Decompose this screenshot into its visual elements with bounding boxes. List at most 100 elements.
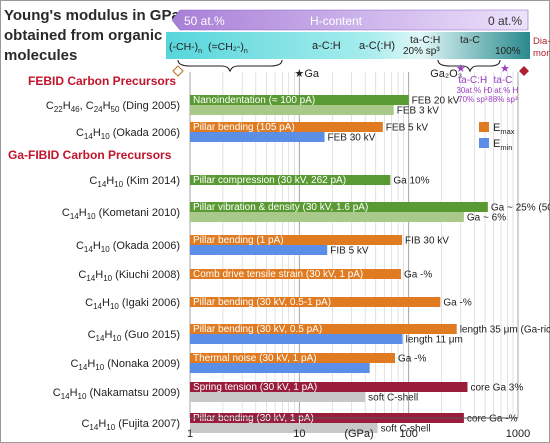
bar-label: Nanoindentation (≈ 100 pA) <box>193 95 315 106</box>
bar-max <box>190 297 441 307</box>
bar-max <box>190 269 401 279</box>
bar-annotation: FEB 20 kV <box>412 96 460 107</box>
bar-annotation: length 35 μm (Ga-rich) <box>460 325 550 336</box>
legend-emax-swatch <box>479 122 489 132</box>
legend-emin-swatch <box>479 138 489 148</box>
bar-label: Comb drive tensile strain (30 kV, 1 pA) <box>193 269 363 280</box>
bar-fill <box>190 202 488 212</box>
tac-star-icon: ★ <box>500 63 510 75</box>
section-header-febid: FEBID Carbon Precursors <box>28 74 176 88</box>
bar-annotation: FIB 5 kV <box>330 246 369 257</box>
row-label: C14H10 (Okada 2006) <box>76 127 180 141</box>
bar-annotation: FEB 3 kV <box>397 106 440 117</box>
bar-label: Pillar compression (30 kV, 262 pA) <box>193 175 346 186</box>
ga-star-icon: ★ <box>294 68 304 80</box>
phase-ach-label: a-C:H <box>312 40 341 52</box>
phase-ac-h-label: a-C(:H) <box>359 40 395 52</box>
h-content-left-label: 50 at.% <box>184 14 225 28</box>
legend-emax-label: Emax <box>493 122 515 136</box>
bar-label: Pillar bending (1 pA) <box>193 235 284 246</box>
bar-annotation: Ga -% <box>398 354 426 365</box>
tac-note-2: 88% sp³ <box>488 95 518 104</box>
bar-annotation: Ga 10% <box>393 176 429 187</box>
h-content-arrow <box>171 9 529 31</box>
bar-annotation: core Ga -% <box>467 414 518 425</box>
row-label: C14H10 (Kim 2014) <box>89 175 180 189</box>
phase-bar <box>166 32 530 59</box>
bar-label: Pillar bending (30 kV, 0.5-1 pA) <box>193 297 331 308</box>
tac-marker-label: ta-C <box>494 75 513 86</box>
phase-ch-label: (-CH-)n <box>169 41 202 55</box>
bar-annotation: FEB 30 kV <box>328 133 376 144</box>
row-label: C14H10 (Nakamatsu 2009) <box>53 387 180 401</box>
bar-annotation: Ga -% <box>443 298 471 309</box>
row-label: C14H10 (Guo 2015) <box>88 329 180 343</box>
bar-annotation: core Ga 3% <box>470 383 523 394</box>
legend-emin-label: Emin <box>493 138 512 152</box>
bar-annotation: soft C-shell <box>368 393 418 404</box>
bar-label: Spring tension (30 kV, 1 pA) <box>193 382 317 393</box>
brace-polymer <box>177 59 283 73</box>
bar-fill <box>190 105 394 115</box>
bar-label: Pillar bending (30 kV, 0.5 pA) <box>193 324 322 335</box>
polymer-marker-icon <box>172 65 184 77</box>
x-tick-label: 1000 <box>506 428 530 440</box>
bar-fill <box>190 95 409 105</box>
bar-annotation: FEB 5 kV <box>386 123 429 134</box>
tach-star-icon: ★ <box>456 63 466 75</box>
row-label: C14H10 (Fujita 2007) <box>81 418 180 432</box>
tach-marker-label: ta-C:H <box>458 75 487 86</box>
phase-sp3-label: 20% sp³ <box>403 46 440 57</box>
diamond-label-1: Dia- <box>533 36 550 47</box>
bar-annotation: Ga ~ 25% (50 V Bias) <box>491 203 550 214</box>
bar-annotation: Ga ~ 6% <box>467 213 506 224</box>
row-label: C14H10 (Igaki 2006) <box>85 297 180 311</box>
bar-label: Pillar vibration & density (30 kV, 1.6 p… <box>193 202 368 213</box>
tach-note-2: 70% sp³ <box>458 95 488 104</box>
x-tick-label: 10 <box>293 428 305 440</box>
ga-marker-label: Ga <box>304 68 320 80</box>
section-header-fibid: Ga-FIBID Carbon Precursors <box>8 148 172 162</box>
bar-fill <box>190 392 366 402</box>
diamond-marker-icon <box>519 66 529 76</box>
bar-fill <box>190 423 378 433</box>
row-label: C14H10 (Kometani 2010) <box>62 207 180 221</box>
bar-label: Pillar bending (105 pA) <box>193 122 295 133</box>
bar-max <box>190 353 396 363</box>
bar-min <box>190 363 370 373</box>
x-axis: 1 10 (GPa) 100 1000 <box>187 417 530 440</box>
bar-fill <box>190 212 464 222</box>
bar-annotation: FIB 30 kV <box>405 236 449 247</box>
bar-fill <box>190 382 468 392</box>
row-label: C14H10 (Nonaka 2009) <box>70 358 180 372</box>
tac-note-1: 0 at.% H <box>488 86 519 95</box>
row-label: C14H10 (Okada 2006) <box>76 240 180 254</box>
h-content-title: H-content <box>310 14 363 28</box>
bar-min <box>190 132 325 142</box>
bar-max <box>190 324 457 334</box>
row-label: C14H10 (Kiuchi 2008) <box>78 269 180 283</box>
phase-tach-label: ta-C:H <box>410 34 440 46</box>
diamond-label-2: mond <box>533 48 550 59</box>
tach-note-1: 30at.% H <box>456 86 489 95</box>
title-line-3: molecules <box>4 47 77 64</box>
ga2o3-marker-label: Ga₂O₃ <box>430 68 462 80</box>
bar-annotation: soft C-shell <box>381 424 431 435</box>
brace-tac <box>437 59 501 73</box>
row-labels: C22H46, C24H50 (Ding 2005) C14H10 (Okada … <box>46 100 180 432</box>
row-label: C22H46, C24H50 (Ding 2005) <box>46 100 180 114</box>
bar-min <box>190 245 328 255</box>
x-tick-label: 100 <box>399 428 417 440</box>
title-line-2: obtained from organic <box>4 27 162 44</box>
bar-max <box>190 235 403 245</box>
legend: Emax Emin <box>479 122 515 152</box>
phase-100-label: 100% <box>495 46 521 57</box>
phase-ch2-label: (=CH₂-)n <box>208 41 248 55</box>
x-tick-label: (GPa) <box>344 428 373 440</box>
bar-annotation: length 11 μm <box>406 335 463 346</box>
bar-annotation: Ga -% <box>404 270 432 281</box>
bar-min <box>190 334 403 344</box>
bar-fill <box>190 175 391 185</box>
